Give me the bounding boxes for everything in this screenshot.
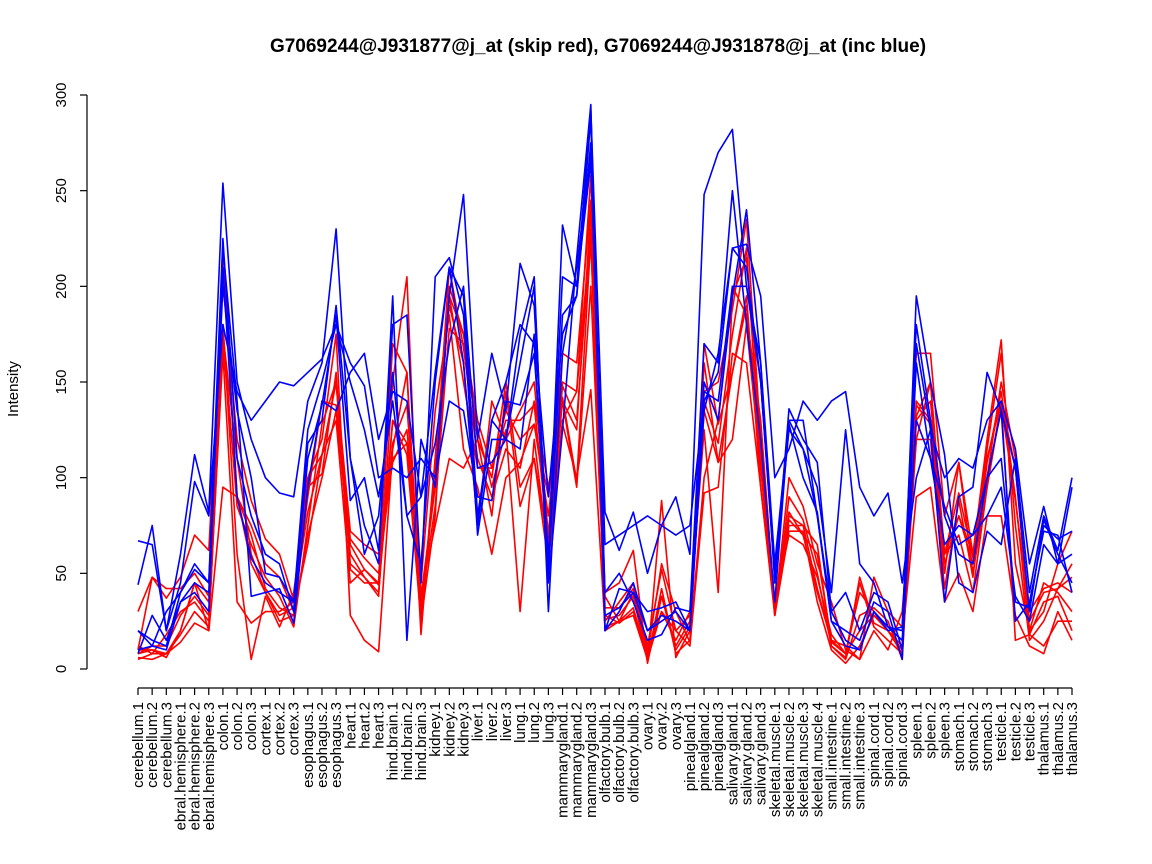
x-tick-label: heart.3: [371, 702, 388, 749]
x-tick-label: kidney.3: [455, 702, 472, 757]
x-tick-label: spinal.cord.1: [866, 702, 883, 787]
x-tick-label: hind.brain.1: [385, 702, 402, 780]
chart-title: G7069244@J931877@j_at (skip red), G70692…: [270, 36, 926, 57]
y-tick-label: 200: [53, 274, 70, 299]
x-tick-label: heart.1: [342, 702, 359, 749]
x-tick-label: pinealgland.3: [710, 702, 727, 791]
x-tick-label: spinal.cord.3: [894, 702, 911, 787]
x-tick-label: salivary.gland.3: [753, 702, 770, 805]
x-tick-label: hind.brain.2: [399, 702, 416, 780]
x-tick-label: kidney.2: [441, 702, 458, 757]
y-tick-label: 50: [53, 565, 70, 582]
x-tick-label: small.intestine.1: [823, 702, 840, 810]
x-tick-label: salivary.gland.2: [739, 702, 756, 805]
x-tick-label: cortex.3: [286, 702, 303, 755]
x-tick-label: esophagus.1: [300, 702, 317, 788]
y-tick-label: 300: [53, 82, 70, 107]
x-tick-label: ebral.hemisphere.1: [172, 702, 189, 830]
x-tick-label: thalamus.1: [1036, 702, 1053, 775]
x-tick-label: skeletal.muscle.4: [809, 702, 826, 817]
y-tick-label: 0: [53, 665, 70, 673]
x-tick-label: cerebellum.2: [144, 702, 161, 788]
x-tick-label: small.intestine.2: [838, 702, 855, 810]
x-tick-label: olfactory.bulb.2: [611, 702, 628, 803]
x-tick-label: ovary.3: [668, 702, 685, 750]
y-tick-label: 150: [53, 369, 70, 394]
x-tick-label: ebral.hemisphere.3: [201, 702, 218, 830]
x-tick-label: esophagus.3: [328, 702, 345, 788]
x-tick-label: spleen.1: [908, 702, 925, 759]
x-tick-label: mammarygland.3: [583, 702, 600, 818]
x-tick-label: salivary.gland.1: [724, 702, 741, 805]
x-tick-label: olfactory.bulb.1: [597, 702, 614, 803]
y-axis: 0 50 100 150 200 250 300: [53, 82, 88, 673]
x-tick-label: cortex.1: [257, 702, 274, 755]
x-tick-label: spleen.3: [937, 702, 954, 759]
x-tick-label: pinealgland.1: [682, 702, 699, 791]
x-tick-label: lung.2: [526, 702, 543, 743]
series-line-blue-6: [137, 117, 1073, 651]
x-tick-label: cerebellum.1: [130, 702, 147, 788]
x-tick-label: ebral.hemisphere.2: [187, 702, 204, 830]
x-tick-label: liver.1: [470, 702, 487, 741]
x-tick-label: colon.1: [215, 702, 232, 750]
x-tick-label: lung.1: [512, 702, 529, 743]
x-tick-label: colon.2: [229, 702, 246, 750]
x-tick-label: stomach.2: [965, 702, 982, 771]
y-tick-label: 100: [53, 465, 70, 490]
x-tick-label: cortex.2: [272, 702, 289, 755]
x-tick-label: skeletal.muscle.2: [781, 702, 798, 817]
series-line-blue-1: [137, 109, 1073, 651]
x-tick-label: testicle.2: [1007, 702, 1024, 761]
x-tick-label: small.intestine.3: [852, 702, 869, 810]
x-tick-label: skeletal.muscle.1: [767, 702, 784, 817]
y-tick-label: 250: [53, 178, 70, 203]
x-tick-label: thalamus.3: [1064, 702, 1081, 775]
x-axis: cerebellum.1cerebellum.2cerebellum.3ebra…: [130, 687, 1081, 830]
x-tick-label: colon.3: [243, 702, 260, 750]
x-tick-label: stomach.3: [979, 702, 996, 771]
x-tick-label: thalamus.2: [1050, 702, 1067, 775]
x-tick-label: cerebellum.3: [158, 702, 175, 788]
x-tick-label: testicle.1: [993, 702, 1010, 761]
x-tick-label: liver.2: [484, 702, 501, 741]
y-axis-label: Intensity: [5, 361, 22, 417]
x-tick-label: ovary.1: [639, 702, 656, 750]
series-layer: [137, 103, 1073, 665]
x-tick-label: olfactory.bulb.3: [625, 702, 642, 803]
series-line-blue-5: [137, 103, 1073, 654]
x-tick-label: esophagus.2: [314, 702, 331, 788]
x-tick-label: heart.2: [356, 702, 373, 749]
x-tick-label: ovary.2: [654, 702, 671, 750]
x-tick-label: spleen.2: [922, 702, 939, 759]
x-tick-label: testicle.3: [1022, 702, 1039, 761]
x-tick-label: spinal.cord.2: [880, 702, 897, 787]
x-tick-label: hind.brain.3: [413, 702, 430, 780]
x-tick-label: pinealgland.2: [696, 702, 713, 791]
x-tick-label: liver.3: [498, 702, 515, 741]
x-tick-label: lung.3: [540, 702, 557, 743]
x-tick-label: mammarygland.1: [555, 702, 572, 818]
x-tick-label: kidney.1: [427, 702, 444, 757]
x-tick-label: mammarygland.2: [569, 702, 586, 818]
x-tick-label: stomach.1: [951, 702, 968, 771]
x-tick-label: skeletal.muscle.3: [795, 702, 812, 817]
series-line-blue-4: [137, 161, 1073, 632]
